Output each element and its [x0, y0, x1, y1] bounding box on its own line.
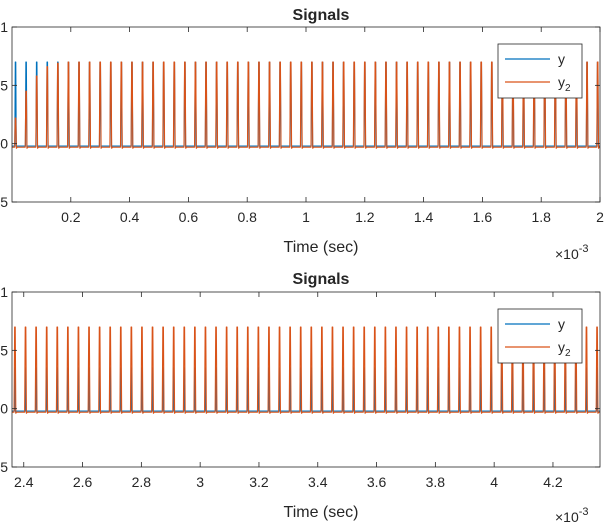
signals-axes-bottom[interactable]: Signals 2.4 2.6 2.8 3 3.2 3.4 3.6 3.8 4 4.2 -0.5 0…	[0, 271, 609, 525]
legend-box	[497, 43, 583, 99]
x-tick-label: 2.8	[132, 474, 152, 490]
x-tick-label: 4	[490, 474, 498, 490]
legend-box	[497, 308, 583, 364]
y-tick-label: 1	[0, 284, 8, 300]
x-tick-label: 2.6	[73, 474, 93, 490]
y-tick-label: 0.5	[0, 77, 8, 93]
x-exponent-label: ×10-3	[555, 243, 589, 262]
x-tick-label: 3.8	[426, 474, 446, 490]
chart-title: Signals	[293, 7, 350, 24]
legend[interactable]: y y2	[497, 308, 583, 364]
x-tick-label: 1.6	[473, 209, 493, 225]
x-tick-label: 3.4	[308, 474, 328, 490]
chart-title: Signals	[293, 271, 350, 288]
x-exponent-base: ×10	[555, 509, 579, 525]
y-axis-ticks: -0.5 0 0.5 1	[0, 19, 600, 210]
x-tick-label: 2.4	[14, 474, 34, 490]
x-tick-label: 1.4	[414, 209, 434, 225]
y-tick-label: 1	[0, 19, 8, 35]
x-axis-ticks: 0.2 0.4 0.6 0.8 1 1.2 1.4 1.6 1.8 2	[61, 27, 604, 225]
y-tick-label: -0.5	[0, 459, 8, 475]
legend-label-y2: y2	[558, 74, 571, 94]
y-tick-label: 0	[0, 136, 8, 152]
x-tick-label: 0.8	[237, 209, 257, 225]
axes-frame	[11, 291, 601, 468]
x-axis-label: Time (sec)	[284, 504, 359, 521]
x-tick-label: 1.2	[355, 209, 375, 225]
y-tick-label: 0	[0, 401, 8, 417]
svg-text:×10-3: ×10-3	[555, 243, 589, 262]
x-tick-label: 1.8	[531, 209, 551, 225]
x-tick-label: 3	[196, 474, 204, 490]
x-tick-label: 0.6	[179, 209, 199, 225]
legend-label-y: y	[558, 51, 565, 67]
x-tick-label: 2	[596, 209, 604, 225]
x-tick-label: 0.2	[61, 209, 81, 225]
x-axis-ticks: 2.4 2.6 2.8 3 3.2 3.4 3.6 3.8 4 4.2	[14, 292, 563, 490]
x-axis-label: Time (sec)	[284, 239, 359, 256]
x-exponent-power: -3	[579, 506, 589, 518]
x-tick-label: 1	[302, 209, 310, 225]
y-axis-ticks: -0.5 0 0.5 1	[0, 284, 600, 475]
legend[interactable]: y y2	[497, 43, 583, 99]
x-tick-label: 0.4	[120, 209, 140, 225]
signals-axes-top[interactable]: Signals 0.2 0.4 0.6 0.8 1 1.2 1.4 1.6 1.8 2 -0.5 0…	[0, 7, 610, 262]
x-exponent-power: -3	[579, 243, 589, 255]
legend-label-y2: y2	[558, 339, 571, 359]
x-tick-label: 3.2	[249, 474, 269, 490]
y-tick-label: 0.5	[0, 342, 8, 358]
x-exponent-base: ×10	[555, 246, 579, 262]
x-exponent-label: ×10-3	[555, 506, 589, 525]
series-line-y	[12, 367, 600, 413]
y-tick-label: -0.5	[0, 194, 8, 210]
svg-text:×10-3: ×10-3	[555, 506, 589, 525]
x-tick-label: 4.2	[543, 474, 563, 490]
legend-label-y: y	[558, 316, 565, 332]
x-tick-label: 3.6	[367, 474, 387, 490]
